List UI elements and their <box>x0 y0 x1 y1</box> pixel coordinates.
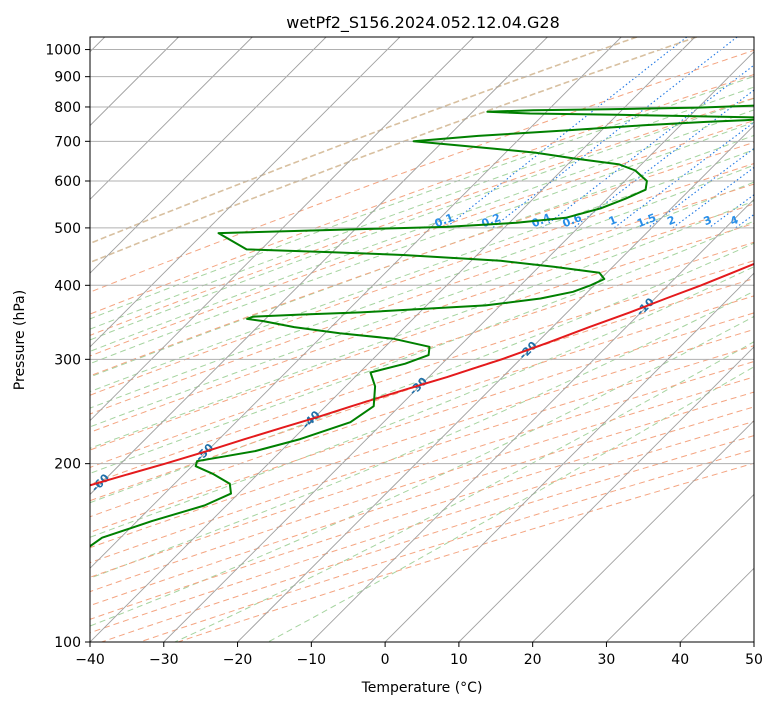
mixing-ratio-label: 2 <box>665 213 677 228</box>
chart-title: wetPf2_S156.2024.052.12.04.G28 <box>286 13 560 33</box>
moist-adiabat-line <box>90 266 754 538</box>
dry-adiabats <box>90 49 754 642</box>
isotherm-line <box>237 124 754 642</box>
temperature-line <box>90 262 754 487</box>
x-tick-label: 50 <box>745 652 763 668</box>
y-tick-label: 700 <box>54 134 81 150</box>
isotherm-line <box>90 37 253 200</box>
dry-adiabat-line <box>90 391 754 607</box>
y-tick-label: 600 <box>54 174 81 190</box>
plot-frame <box>89 36 755 643</box>
dry-adiabat-line <box>90 73 754 315</box>
y-tick-label: 1000 <box>45 43 81 59</box>
mixing-ratio-line <box>573 89 754 229</box>
plot-background <box>90 37 754 642</box>
moist-adiabat-line <box>267 366 754 642</box>
moist-adiabat-line <box>90 86 754 330</box>
isotherm-line <box>90 37 622 569</box>
lcl-curves <box>90 37 697 264</box>
x-tick-label: −10 <box>297 652 327 668</box>
y-tick-label: 900 <box>54 70 81 86</box>
dry-adiabat-line <box>90 141 754 377</box>
dry-adiabat-line <box>90 222 754 451</box>
isotherm-line <box>753 641 754 642</box>
mixing-ratio-line <box>672 166 754 229</box>
dry-adiabat-line <box>90 360 754 578</box>
y-axis-label: Pressure (hPa) <box>12 290 28 390</box>
moist-adiabat-line <box>90 200 754 449</box>
dry-adiabat-line <box>90 49 754 293</box>
y-tick-label: 300 <box>54 352 81 368</box>
isotherm-line <box>606 493 754 642</box>
dry-adiabat-line <box>90 97 754 336</box>
dewpoint-line <box>90 104 754 548</box>
dry-adiabat-line <box>90 345 754 564</box>
y-tick-label: 500 <box>54 221 81 237</box>
x-tick-label: −40 <box>75 652 105 668</box>
x-axis-ticks: −40 −30 −20 −10 0 10 20 30 40 50 <box>75 642 763 668</box>
dry-adiabat-line <box>90 312 754 533</box>
isotherm-line <box>458 346 754 642</box>
mixing-ratio-label: 1 <box>607 213 619 228</box>
dry-adiabat-line <box>90 203 754 433</box>
mixing-ratio-label: 6 <box>767 213 775 228</box>
moist-adiabat-line <box>90 75 754 320</box>
x-tick-label: 10 <box>450 652 468 668</box>
x-tick-label: −20 <box>223 652 253 668</box>
isotherm-line <box>384 272 754 642</box>
moist-adiabat-line <box>90 97 754 341</box>
moist-adiabat-line <box>90 290 754 579</box>
x-tick-label: −30 <box>149 652 179 668</box>
y-axis-ticks: 100 200 300 400 500 600 700 800 900 1000 <box>45 43 90 651</box>
y-tick-label: 400 <box>54 278 81 294</box>
isotherm-line <box>311 198 754 642</box>
x-tick-label: 20 <box>524 652 542 668</box>
isotherm-line <box>90 37 401 348</box>
lcl-curve <box>90 37 697 264</box>
x-tick-label: 30 <box>598 652 616 668</box>
isotherm-line <box>163 51 754 642</box>
x-tick-label: 40 <box>671 652 689 668</box>
x-tick-label: 0 <box>381 652 390 668</box>
isotherm-line <box>90 37 474 422</box>
moist-adiabat-line <box>90 164 754 409</box>
dry-adiabat-line <box>90 163 754 396</box>
lcl-curve <box>90 37 638 245</box>
profile-series <box>90 104 754 548</box>
isotherm-line <box>90 37 327 274</box>
y-tick-label: 200 <box>54 457 81 473</box>
dry-adiabat-line <box>90 278 754 502</box>
isotherm-label: -70 <box>0 501 8 524</box>
mixing-ratio-label: 3 <box>702 213 714 228</box>
x-axis-label: Temperature (°C) <box>361 680 483 696</box>
y-tick-label: 800 <box>54 100 81 116</box>
y-tick-label: 100 <box>54 635 81 651</box>
plot-area: 0.10.20.40.611.52346810131620253036-100-… <box>0 37 775 642</box>
moist-adiabat-line <box>90 181 754 428</box>
isotherm-line <box>532 420 754 642</box>
